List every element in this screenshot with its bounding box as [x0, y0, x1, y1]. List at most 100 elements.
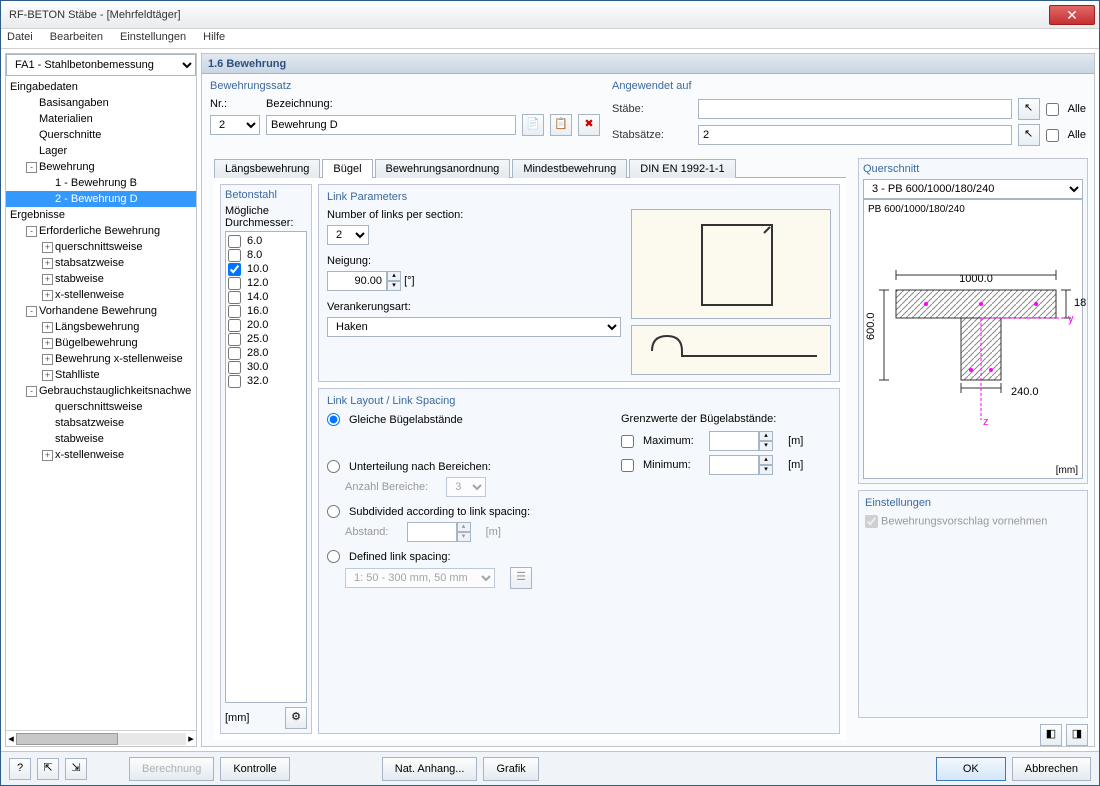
- diameter-option[interactable]: 25.0: [228, 332, 304, 346]
- case-select[interactable]: FA1 - Stahlbetonbemessung: [6, 54, 196, 76]
- tree-node[interactable]: 2 - Bewehrung D: [6, 191, 196, 207]
- kontrolle-button[interactable]: Kontrolle: [220, 757, 289, 781]
- section-header: 1.6 Bewehrung: [202, 54, 1094, 74]
- copy-icon[interactable]: 📋: [550, 114, 572, 136]
- tree-node[interactable]: -Vorhandene Bewehrung: [6, 303, 196, 319]
- querschnitt-select[interactable]: 3 - PB 600/1000/180/240: [863, 179, 1083, 199]
- menu-bearbeiten[interactable]: Bearbeiten: [50, 31, 103, 43]
- link-params-title: Link Parameters: [327, 191, 831, 203]
- neigung-up[interactable]: ▴: [387, 271, 401, 281]
- tree-node[interactable]: +stabsatzweise: [6, 255, 196, 271]
- diameter-option[interactable]: 30.0: [228, 360, 304, 374]
- export-icon[interactable]: ⇲: [65, 758, 87, 780]
- diam-settings-icon[interactable]: ⚙: [285, 707, 307, 729]
- tree-node[interactable]: +Bügelbewehrung: [6, 335, 196, 351]
- window-title: RF-BETON Stäbe - [Mehrfeldtäger]: [5, 9, 1049, 21]
- diam-unit: [mm]: [225, 712, 249, 724]
- tree-node[interactable]: -Bewehrung: [6, 159, 196, 175]
- diameter-option[interactable]: 6.0: [228, 234, 304, 248]
- tree-scrollbar[interactable]: ◂ ▸: [6, 730, 196, 746]
- tab-bewehrungsanordnung[interactable]: Bewehrungsanordnung: [375, 159, 511, 178]
- help-icon[interactable]: ?: [9, 758, 31, 780]
- delete-icon[interactable]: ✖: [578, 114, 600, 136]
- max-input: [709, 431, 759, 451]
- left-panel: FA1 - Stahlbetonbemessung EingabedatenBa…: [5, 53, 197, 747]
- gleiche-radio[interactable]: [327, 413, 340, 426]
- tree-node[interactable]: stabweise: [6, 431, 196, 447]
- view-icon-1[interactable]: ◧: [1040, 724, 1062, 746]
- tree-node[interactable]: Ergebnisse: [6, 207, 196, 223]
- tab-b-gel[interactable]: Bügel: [322, 159, 372, 178]
- abbrechen-button[interactable]: Abbrechen: [1012, 757, 1091, 781]
- tree-node[interactable]: -Gebrauchstauglichkeitsnachwe: [6, 383, 196, 399]
- stabsatz-input[interactable]: [698, 125, 1012, 145]
- tree-node[interactable]: +Längsbewehrung: [6, 319, 196, 335]
- tree-node[interactable]: +stabweise: [6, 271, 196, 287]
- bezeichnung-input[interactable]: [266, 115, 516, 135]
- num-links-select[interactable]: 2: [327, 225, 369, 245]
- min-checkbox[interactable]: [621, 459, 634, 472]
- tree-node[interactable]: +x-stellenweise: [6, 287, 196, 303]
- diameter-option[interactable]: 8.0: [228, 248, 304, 262]
- alle-stabsatz-checkbox[interactable]: [1046, 129, 1059, 142]
- new-icon[interactable]: 📄: [522, 114, 544, 136]
- neigung-input[interactable]: [327, 271, 387, 291]
- tree-node[interactable]: Materialien: [6, 111, 196, 127]
- import-icon[interactable]: ⇱: [37, 758, 59, 780]
- tree-node[interactable]: +querschnittsweise: [6, 239, 196, 255]
- close-button[interactable]: ✕: [1049, 5, 1095, 25]
- tab-din-en-1992-1-1[interactable]: DIN EN 1992-1-1: [629, 159, 735, 178]
- link-params-panel: Link Parameters Number of links per sect…: [318, 184, 840, 382]
- diameter-option[interactable]: 28.0: [228, 346, 304, 360]
- max-checkbox[interactable]: [621, 435, 634, 448]
- tree-node[interactable]: Basisangaben: [6, 95, 196, 111]
- def-label: Defined link spacing:: [349, 551, 451, 563]
- def-radio[interactable]: [327, 550, 340, 563]
- tree-node[interactable]: +x-stellenweise: [6, 447, 196, 463]
- tree-node[interactable]: 1 - Bewehrung B: [6, 175, 196, 191]
- grafik-button[interactable]: Grafik: [483, 757, 538, 781]
- menu-hilfe[interactable]: Hilfe: [203, 31, 225, 43]
- menu-einstellungen[interactable]: Einstellungen: [120, 31, 186, 43]
- right-panel: 1.6 Bewehrung Bewehrungssatz Nr.: Bezeic…: [201, 53, 1095, 747]
- tree-node[interactable]: -Erforderliche Bewehrung: [6, 223, 196, 239]
- svg-text:y: y: [1068, 313, 1074, 325]
- link-layout-title: Link Layout / Link Spacing: [327, 395, 831, 407]
- menu-datei[interactable]: Datei: [7, 31, 33, 43]
- tree-node[interactable]: querschnittsweise: [6, 399, 196, 415]
- tree-node[interactable]: stabsatzweise: [6, 415, 196, 431]
- nat-anhang-button[interactable]: Nat. Anhang...: [382, 757, 478, 781]
- anchorage-preview: [631, 325, 831, 375]
- betonstahl-title: Betonstahl: [225, 189, 307, 201]
- verank-select[interactable]: Haken: [327, 317, 621, 337]
- diameter-option[interactable]: 10.0: [228, 262, 304, 276]
- diameter-option[interactable]: 20.0: [228, 318, 304, 332]
- diameter-list[interactable]: 6.0 8.0 10.0 12.0 14.0 16.0 20.0 25.0 28…: [225, 231, 307, 703]
- tab-mindestbewehrung[interactable]: Mindestbewehrung: [512, 159, 627, 178]
- alle-stabe-checkbox[interactable]: [1046, 103, 1059, 116]
- nr-select[interactable]: 2: [210, 115, 260, 135]
- pick-stabsatz-icon[interactable]: ↖: [1018, 124, 1040, 146]
- diameter-option[interactable]: 12.0: [228, 276, 304, 290]
- unter-radio[interactable]: [327, 460, 340, 473]
- svg-text:z: z: [983, 416, 989, 428]
- tree-node[interactable]: Lager: [6, 143, 196, 159]
- sub-radio[interactable]: [327, 505, 340, 518]
- einstellungen-title: Einstellungen: [865, 497, 1081, 509]
- ok-button[interactable]: OK: [936, 757, 1006, 781]
- diameter-option[interactable]: 14.0: [228, 290, 304, 304]
- tree-node[interactable]: +Bewehrung x-stellenweise: [6, 351, 196, 367]
- menubar: Datei Bearbeiten Einstellungen Hilfe: [1, 29, 1099, 49]
- tree-node[interactable]: Querschnitte: [6, 127, 196, 143]
- view-icon-2[interactable]: ◨: [1066, 724, 1088, 746]
- berechnung-button: Berechnung: [129, 757, 214, 781]
- diameter-option[interactable]: 16.0: [228, 304, 304, 318]
- tree-node[interactable]: +Stahlliste: [6, 367, 196, 383]
- diameter-option[interactable]: 32.0: [228, 374, 304, 388]
- tree-node[interactable]: Eingabedaten: [6, 79, 196, 95]
- pick-stabe-icon[interactable]: ↖: [1018, 98, 1040, 120]
- nav-tree[interactable]: EingabedatenBasisangabenMaterialienQuers…: [6, 76, 196, 730]
- neigung-down[interactable]: ▾: [387, 281, 401, 291]
- tab-l-ngsbewehrung[interactable]: Längsbewehrung: [214, 159, 320, 178]
- stabe-input[interactable]: [698, 99, 1012, 119]
